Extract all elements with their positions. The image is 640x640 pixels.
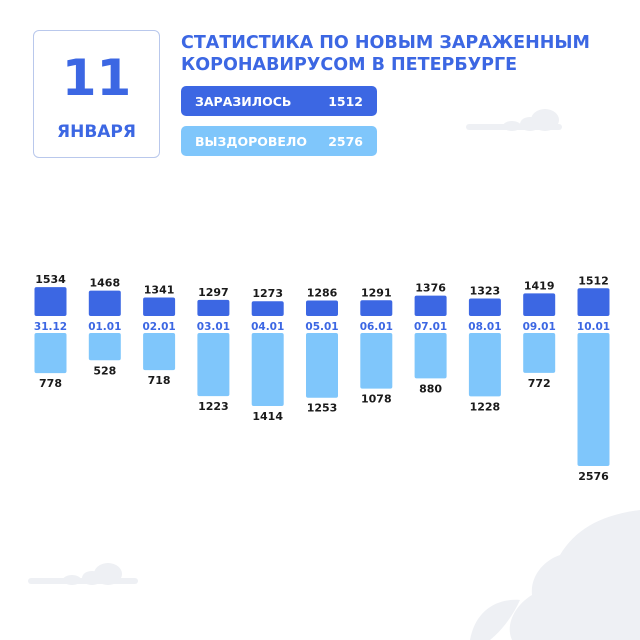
recovered-value-label: 880: [419, 382, 442, 395]
recovered-bar: [143, 333, 176, 371]
recovered-summary-badge: ВЫЗДОРОВЕЛО 2576: [181, 126, 377, 156]
infected-value-label: 1297: [198, 286, 229, 299]
cloud-icon: [28, 563, 138, 585]
date-card: 11 ЯНВАРЯ: [33, 30, 160, 158]
recovered-label: ВЫЗДОРОВЕЛО: [195, 133, 307, 149]
infected-bar: [414, 295, 447, 316]
infected-value-label: 1323: [470, 285, 501, 298]
date-day: 11: [61, 49, 132, 107]
date-tick-label: 03.01: [197, 321, 230, 333]
recovered-value-label: 1078: [361, 393, 392, 406]
recovered-value-label: 1253: [307, 402, 338, 415]
recovered-value-label: 718: [148, 374, 171, 387]
recovered-value-label: 772: [528, 377, 551, 390]
recovered-value-label: 1414: [252, 410, 283, 423]
recovered-bar: [577, 333, 610, 466]
cloud-icon: [466, 109, 562, 131]
daily-cases-chart: 1534 31.12 778 1468 01.01 528 1341 02.01 718 1297…: [34, 273, 610, 483]
recovered-bar: [414, 333, 447, 379]
title-line-2: КОРОНАВИРУСОМ В ПЕТЕРБУРГЕ: [181, 55, 518, 75]
infected-value: 1512: [328, 93, 363, 109]
recovered-value: 2576: [328, 133, 363, 149]
recovered-value-label: 1223: [198, 400, 229, 413]
date-tick-label: 07.01: [414, 321, 447, 333]
leaf-icon: [470, 510, 640, 640]
infected-value-label: 1273: [252, 287, 283, 300]
infected-value-label: 1534: [35, 273, 66, 286]
infected-bar: [143, 297, 176, 316]
infected-bar: [88, 290, 121, 316]
date-tick-label: 04.01: [251, 321, 284, 333]
recovered-bar: [523, 333, 556, 373]
infected-bar: [468, 298, 501, 316]
recovered-bar: [34, 333, 67, 374]
recovered-bar: [306, 333, 338, 398]
infected-value-label: 1341: [144, 284, 175, 297]
date-tick-label: 09.01: [523, 321, 556, 333]
infected-bar: [34, 287, 67, 316]
infected-value-label: 1376: [415, 282, 446, 295]
date-tick-label: 02.01: [142, 321, 175, 333]
recovered-value-label: 1228: [470, 400, 501, 413]
page-title: СТАТИСТИКА ПО НОВЫМ ЗАРАЖЕННЫМ КОРОНАВИР…: [181, 32, 611, 76]
infected-label: ЗАРАЗИЛОСЬ: [195, 93, 292, 109]
infected-value-label: 1286: [307, 287, 338, 300]
infected-bar: [577, 288, 610, 316]
recovered-bar: [360, 333, 393, 389]
recovered-value-label: 2576: [578, 470, 609, 483]
date-tick-label: 01.01: [88, 321, 121, 333]
date-tick-label: 06.01: [360, 321, 393, 333]
infected-value-label: 1291: [361, 286, 392, 299]
date-tick-label: 05.01: [305, 321, 338, 333]
recovered-bar: [197, 333, 230, 397]
infected-bar: [251, 301, 284, 316]
recovered-value-label: 528: [93, 364, 116, 377]
infected-value-label: 1512: [578, 274, 609, 287]
infected-bar: [306, 300, 338, 316]
infected-bar: [360, 300, 393, 316]
title-line-1: СТАТИСТИКА ПО НОВЫМ ЗАРАЖЕННЫМ: [181, 33, 590, 53]
infected-value-label: 1468: [89, 277, 120, 290]
infected-value-label: 1419: [524, 279, 555, 292]
recovered-bar: [88, 333, 121, 361]
recovered-bar: [468, 333, 501, 397]
infected-summary-badge: ЗАРАЗИЛОСЬ 1512: [181, 86, 377, 116]
date-tick-label: 31.12: [34, 321, 67, 333]
infected-bar: [197, 299, 230, 316]
recovered-bar: [251, 333, 284, 407]
infected-bar: [523, 293, 556, 316]
recovered-value-label: 778: [39, 377, 62, 390]
date-month: ЯНВАРЯ: [57, 122, 136, 142]
date-tick-label: 08.01: [468, 321, 501, 333]
date-tick-label: 10.01: [577, 321, 610, 333]
